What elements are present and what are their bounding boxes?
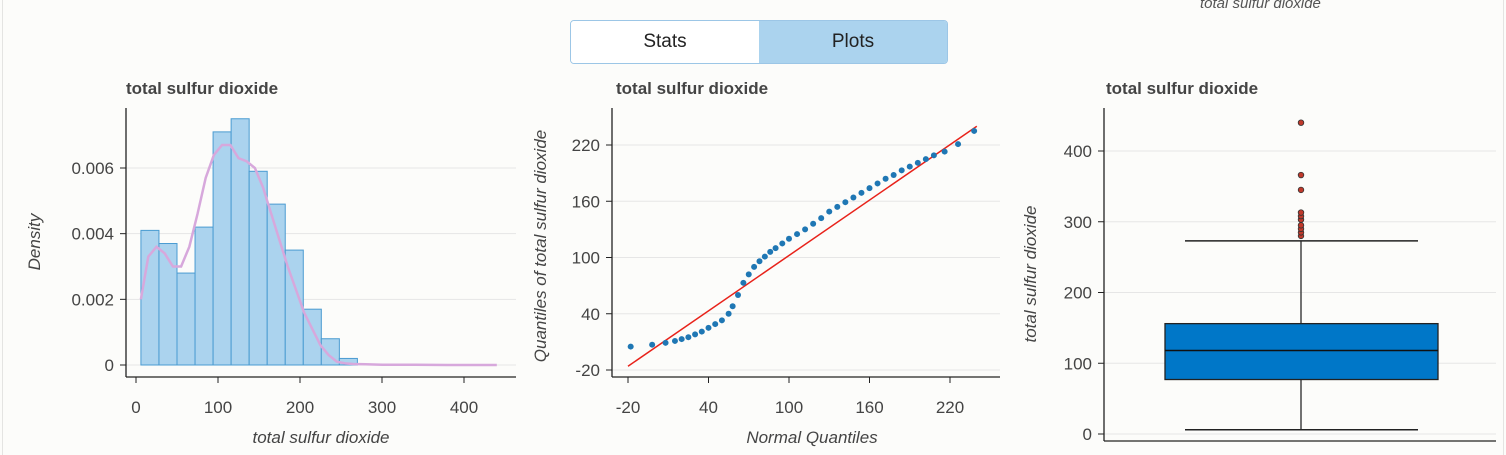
qq-point <box>874 180 881 187</box>
box-ytick-label: 100 <box>1064 354 1092 373</box>
qq-point <box>740 279 747 286</box>
box-ytick-label: 300 <box>1064 213 1092 232</box>
box-ytick-label: 200 <box>1064 284 1092 303</box>
box-ylabel: total sulfur dioxide <box>1021 205 1040 342</box>
qq-ytick-label: -20 <box>575 361 600 380</box>
box-outlier-point <box>1297 171 1305 179</box>
qq-point <box>834 203 841 210</box>
qq-ytick-label: 160 <box>572 192 600 211</box>
hist-bar <box>302 308 322 366</box>
hist-ytick-label: 0.004 <box>71 225 114 244</box>
qq-xtick-label: 160 <box>855 398 883 417</box>
qq-ytick-label: 220 <box>572 136 600 155</box>
hist-ytick-label: 0 <box>105 356 114 375</box>
qq-xtick-label: 220 <box>936 398 964 417</box>
qq-point <box>850 194 857 201</box>
hist-ytick-label: 0.002 <box>71 290 114 309</box>
qq-point <box>866 185 873 192</box>
qq-point <box>718 317 725 324</box>
qq-xtick-label: -20 <box>616 398 641 417</box>
qq-point <box>692 331 699 338</box>
qq-point <box>671 337 678 344</box>
qq-xlabel: Normal Quantiles <box>746 428 878 447</box>
qq-point <box>735 292 742 298</box>
hist-xtick-label: 300 <box>368 398 396 417</box>
qq-ylabel: Quantiles of total sulfur dioxide <box>531 130 550 362</box>
hist-xtick-label: 200 <box>286 398 314 417</box>
qq-point <box>898 167 905 174</box>
hist-xtick-label: 0 <box>131 398 140 417</box>
box-ytick-label: 0 <box>1083 425 1092 444</box>
qq-point <box>678 336 685 343</box>
qq-point <box>705 324 712 331</box>
qq-point <box>826 208 833 215</box>
qq-point <box>810 220 817 227</box>
box-title: total sulfur dioxide <box>1106 79 1258 98</box>
qq-point <box>725 310 732 317</box>
qq-point <box>906 163 913 170</box>
qq-point <box>649 341 656 348</box>
hist-ylabel: Density <box>25 212 44 270</box>
qq-point <box>729 303 736 310</box>
qq-point <box>685 334 692 341</box>
qq-point <box>627 343 634 350</box>
hist-bar <box>320 338 340 366</box>
hist-title: total sulfur dioxide <box>126 79 278 98</box>
qq-point <box>955 141 962 148</box>
box-outlier-point <box>1297 209 1305 216</box>
qq-ytick-label: 40 <box>581 305 600 324</box>
box-ytick-label: 400 <box>1064 142 1092 161</box>
qq-point <box>882 175 889 182</box>
box-outlier-point <box>1297 186 1305 194</box>
hist-ytick-label: 0.006 <box>71 159 114 178</box>
box-outlier-point <box>1297 119 1305 126</box>
qq-point <box>794 231 801 238</box>
qq-point <box>914 159 921 166</box>
qq-reference-line <box>627 125 978 367</box>
qq-point <box>802 226 809 233</box>
qq-point <box>772 245 779 252</box>
qq-point <box>779 240 786 247</box>
tab-plots[interactable]: Plots <box>759 21 947 63</box>
hist-kde-line <box>139 143 497 367</box>
qq-ytick-label: 100 <box>572 249 600 268</box>
top-caption: total sulfur dioxide <box>1200 0 1321 12</box>
qq-point <box>756 258 763 265</box>
qq-point <box>890 172 897 178</box>
hist-xtick-label: 100 <box>204 398 232 417</box>
qq-point <box>842 199 849 206</box>
box-outlier-point <box>1297 222 1305 229</box>
tab-stats[interactable]: Stats <box>571 21 759 63</box>
qq-point <box>971 127 978 134</box>
qq-xtick-label: 40 <box>699 398 718 417</box>
qq-point <box>662 339 669 346</box>
hist-xlabel: total sulfur dioxide <box>252 428 389 447</box>
qq-point <box>712 321 719 328</box>
qq-point <box>751 263 758 270</box>
box-iqr <box>1164 322 1439 381</box>
view-tabs: Stats Plots <box>570 20 948 64</box>
qq-point <box>698 328 705 335</box>
qq-point <box>818 215 825 222</box>
qq-point <box>941 148 948 155</box>
qq-point <box>745 271 752 278</box>
qq-point <box>786 235 792 242</box>
qq-point <box>930 152 937 159</box>
hist-xtick-label: 400 <box>450 398 478 417</box>
qq-point <box>767 248 774 255</box>
qq-point <box>761 253 768 260</box>
qq-xtick-label: 100 <box>775 398 803 417</box>
qq-point <box>922 156 929 163</box>
qq-title: total sulfur dioxide <box>616 79 768 98</box>
qq-point <box>858 189 865 196</box>
